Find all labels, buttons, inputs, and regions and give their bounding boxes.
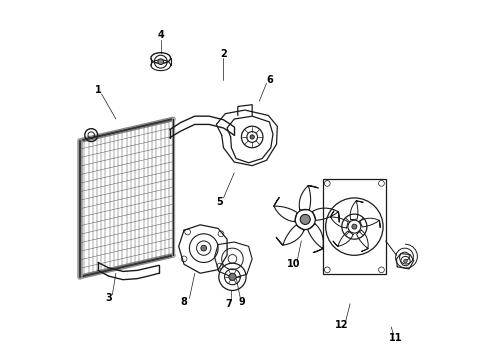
Text: 9: 9 [238, 297, 245, 307]
Text: 6: 6 [267, 75, 273, 85]
Text: 5: 5 [217, 197, 223, 207]
Text: 12: 12 [335, 320, 348, 330]
Circle shape [404, 259, 407, 263]
Text: 2: 2 [220, 49, 227, 59]
Circle shape [201, 245, 207, 251]
Circle shape [352, 224, 357, 229]
Text: 1: 1 [95, 85, 101, 95]
Text: 3: 3 [105, 293, 112, 303]
Text: 11: 11 [389, 333, 402, 343]
Circle shape [300, 215, 310, 225]
Circle shape [158, 59, 164, 64]
Text: 4: 4 [157, 30, 164, 40]
Text: 8: 8 [181, 297, 188, 307]
Text: 10: 10 [287, 259, 300, 269]
Circle shape [250, 135, 254, 139]
Bar [323, 179, 386, 274]
Circle shape [229, 273, 236, 280]
Text: 7: 7 [225, 299, 232, 309]
